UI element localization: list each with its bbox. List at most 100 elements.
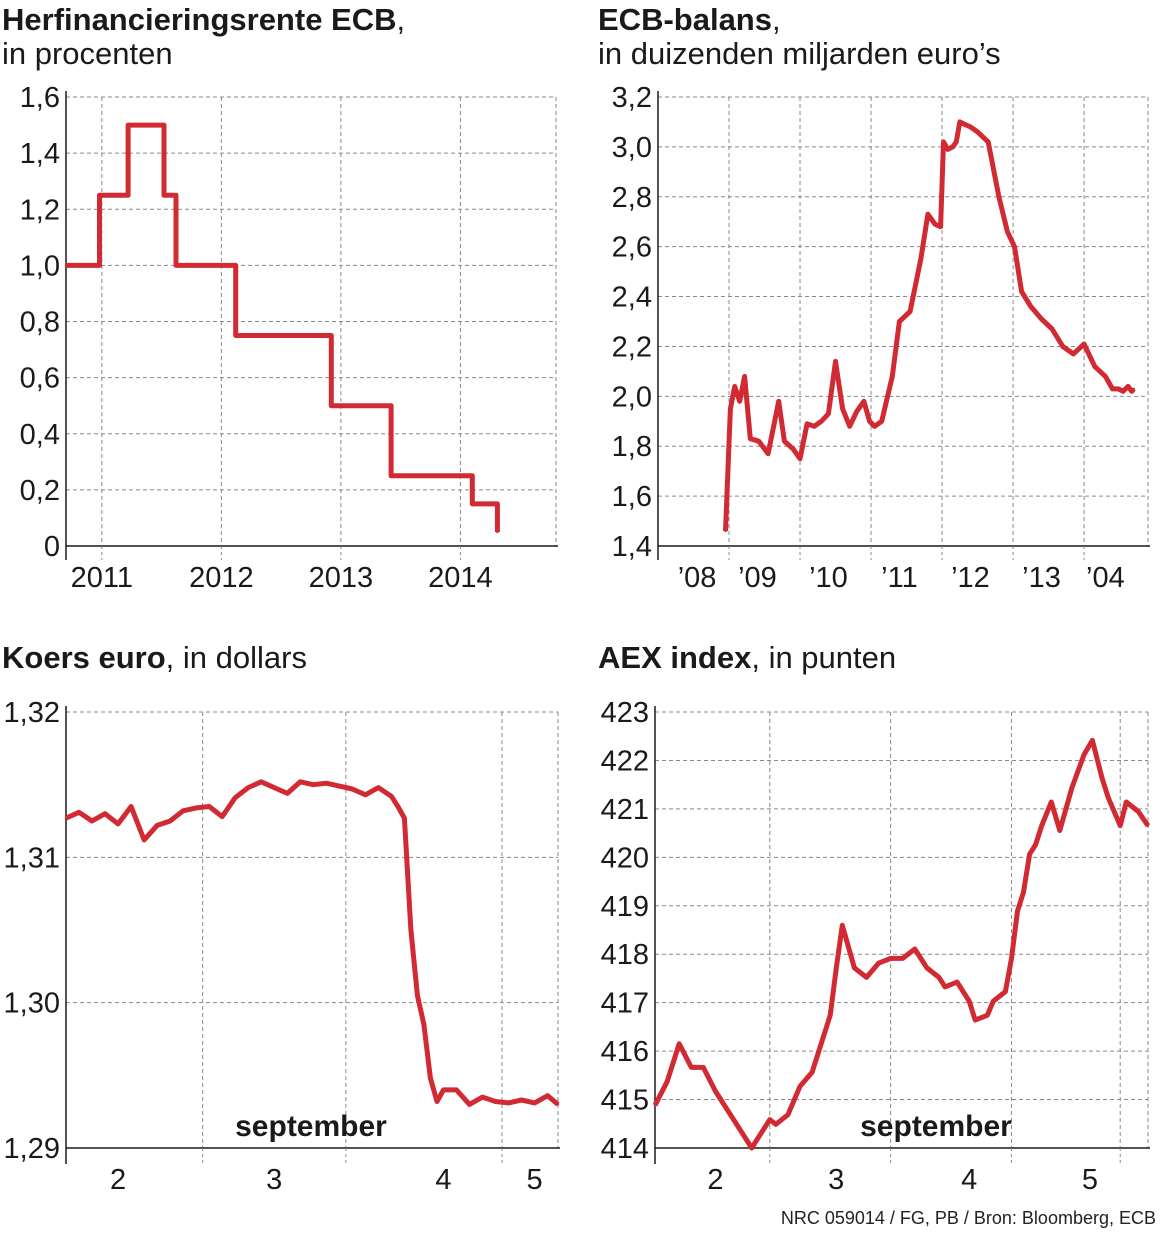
balans-xtick-label: ’09: [738, 562, 777, 594]
balans-data-point: [939, 225, 942, 228]
balans-data-point: [969, 125, 972, 129]
balans-data-point: [729, 407, 732, 410]
rente-data-point: [98, 264, 101, 267]
balans-data-point: [926, 213, 930, 216]
aex-xtick-label: 5: [1082, 1164, 1098, 1196]
balans-data-point: [862, 400, 866, 403]
balans-data-point: [987, 140, 990, 144]
aex-data-point: [943, 985, 947, 989]
balans-data-point: [976, 130, 979, 134]
rente-data-point: [234, 334, 237, 337]
balans-data-point: [1013, 245, 1016, 248]
balans-data-point: [868, 420, 871, 423]
balans-ytick-label: 2,8: [612, 182, 652, 214]
balans-data-point: [848, 425, 851, 428]
koers-data-point: [351, 787, 354, 791]
aex-data-point: [1004, 990, 1007, 993]
aex-xtick-label: 4: [961, 1164, 977, 1196]
koers-ytick-label: 1,31: [4, 842, 60, 874]
koers-data-point: [299, 780, 302, 783]
aex-data-point: [714, 1089, 717, 1093]
balans-ytick-label: 1,8: [612, 431, 652, 463]
balans-data-point: [1121, 390, 1125, 393]
rente-data-point: [162, 123, 166, 127]
rente-data-point: [126, 123, 130, 127]
title-koers: Koers euro, in dollars: [2, 640, 307, 675]
koers-annotation: september: [235, 1110, 387, 1143]
rente-data-point: [234, 264, 237, 267]
koers-ytick-label: 1,30: [4, 988, 60, 1020]
balans-data-point: [873, 425, 876, 428]
aex-annotation: september: [860, 1110, 1012, 1143]
rente-data-point: [330, 404, 333, 407]
koers-data-point: [442, 1088, 445, 1092]
rente-ytick-label: 0,2: [20, 475, 60, 507]
aex-ytick-label: 423: [601, 697, 649, 729]
rente-ytick-label: 0,6: [20, 363, 60, 395]
koers-series-line: [64, 779, 560, 1107]
balans-data-point: [891, 375, 894, 378]
koers-data-point: [520, 1098, 523, 1102]
koers-data-point: [416, 994, 419, 997]
koers-data-point: [338, 784, 341, 788]
aex-data-point: [726, 1108, 729, 1112]
balans-ytick-label: 2,0: [612, 381, 652, 413]
rente-data-point: [64, 264, 68, 267]
aex-data-point: [1028, 853, 1031, 856]
koers-data-point: [556, 1103, 560, 1106]
balans-data-point: [743, 375, 746, 378]
koers-data-point: [221, 815, 224, 818]
aex-data-point: [774, 1123, 777, 1126]
aex-data-point: [1016, 909, 1019, 913]
balans-data-point: [1093, 365, 1096, 368]
koers-data-point: [247, 786, 250, 789]
aex-ytick-label: 417: [601, 988, 649, 1020]
balans-data-point: [805, 422, 809, 425]
balans-series-line: [723, 119, 1136, 532]
aex-data-point: [823, 1033, 826, 1036]
rente-data-point: [471, 502, 474, 506]
aex-data-point: [653, 1104, 657, 1107]
rente-xtick-label: 2012: [189, 562, 254, 594]
balans-data-point: [827, 412, 830, 415]
aex-data-point: [1125, 800, 1128, 804]
aex-data-point: [1091, 739, 1094, 742]
rente-ytick-label: 1,0: [20, 250, 60, 282]
aex-ytick-label: 418: [601, 939, 649, 971]
balans-data-point: [724, 529, 727, 533]
balans-data-point: [955, 140, 958, 144]
koers-data-point: [494, 1100, 497, 1103]
rente-ytick-label: 0,4: [20, 419, 60, 451]
koers-data-point: [403, 816, 406, 820]
aex-data-point: [690, 1066, 693, 1069]
rente-xtick-label: 2013: [309, 562, 374, 594]
balans-data-point: [766, 452, 770, 455]
aex-data-point: [665, 1080, 669, 1083]
aex-data-point: [702, 1066, 705, 1069]
rente-data-point: [471, 474, 474, 477]
balans-xtick-label: ’08: [678, 562, 717, 594]
rente-series-line: [66, 122, 500, 532]
aex-data-point: [853, 966, 856, 970]
aex-data-point: [1058, 829, 1062, 832]
aex-data-point: [810, 1071, 814, 1074]
aex-data-point: [992, 999, 995, 1003]
aex-data-point: [738, 1127, 741, 1131]
rente-xtick-label: 2011: [71, 562, 133, 594]
balans-ytick-label: 3,2: [612, 82, 652, 114]
aex-data-point: [1022, 890, 1025, 894]
balans-data-point: [1104, 375, 1107, 378]
koers-data-point: [77, 811, 81, 814]
title-balans: ECB-balans,: [598, 2, 781, 37]
balans-data-point: [777, 400, 780, 403]
balans-data-point: [951, 145, 954, 149]
source-credit: NRC 059014 / FG, PB / Bron: Bloomberg, E…: [780, 1208, 1156, 1228]
balans-data-point: [841, 407, 844, 410]
koers-data-point: [273, 786, 276, 789]
aex-data-point: [925, 966, 929, 970]
balans-data-point: [1006, 230, 1009, 233]
aex-data-point: [829, 1014, 832, 1017]
koers-data-point: [181, 809, 185, 812]
balans-data-point: [1126, 385, 1130, 388]
koers-data-point: [312, 783, 315, 786]
